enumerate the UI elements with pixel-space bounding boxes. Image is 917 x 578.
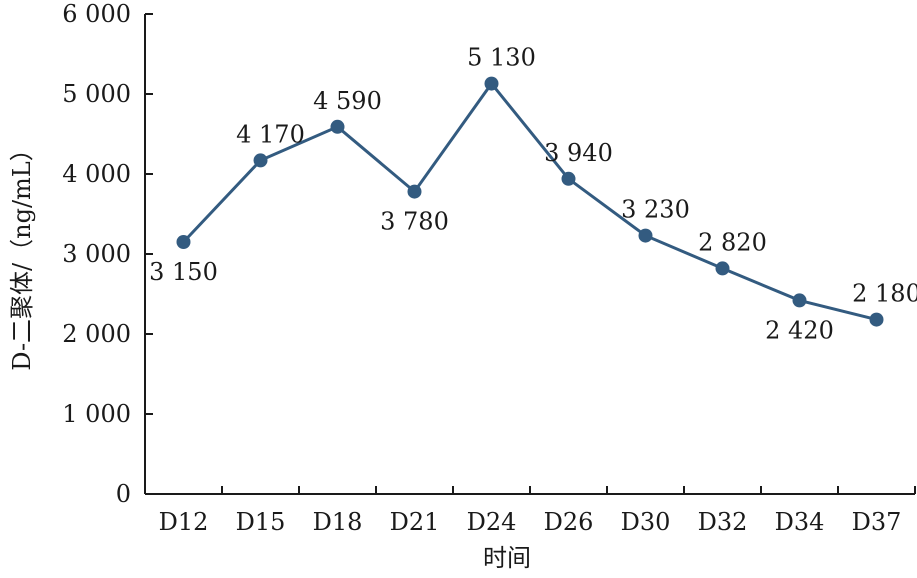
- x-axis: D12 D15 D18 D21 D24 D26 D30 D32 D34 D37: [145, 486, 916, 536]
- data-point: [330, 119, 345, 134]
- y-axis: 0 1 000 2 000 3 000 4 000 5 000 6 000: [62, 0, 153, 508]
- x-axis-ticks: D12 D15 D18 D21 D24 D26 D30 D32 D34 D37: [159, 486, 916, 536]
- data-label: 3 940: [544, 139, 613, 167]
- x-tick-label: D34: [775, 508, 825, 536]
- data-label: 4 170: [236, 120, 305, 148]
- series-group: [176, 76, 884, 327]
- x-tick-label: D32: [698, 508, 748, 536]
- data-point: [715, 261, 730, 276]
- data-label: 2 420: [765, 316, 834, 344]
- y-tick-label: 2 000: [62, 320, 131, 348]
- y-axis-title: D-二聚体/（ng/mL）: [8, 137, 36, 370]
- y-tick-label: 5 000: [62, 80, 131, 108]
- data-label: 3 230: [621, 196, 690, 224]
- data-label: 5 130: [467, 44, 536, 72]
- y-tick-label: 1 000: [62, 400, 131, 428]
- x-tick-label: D12: [159, 508, 209, 536]
- y-tick-label: 6 000: [62, 0, 131, 28]
- data-label: 2 820: [698, 228, 767, 256]
- x-tick-label: D15: [236, 508, 286, 536]
- x-axis-title: 时间: [483, 544, 531, 572]
- data-point: [253, 153, 268, 168]
- data-point: [561, 171, 576, 186]
- x-tick-label: D21: [390, 508, 440, 536]
- series-line: [182, 81, 877, 322]
- data-point: [484, 76, 499, 91]
- data-label: 4 590: [313, 87, 382, 115]
- data-point: [176, 235, 191, 249]
- y-tick-label: 0: [116, 480, 131, 508]
- data-label: 2 180: [852, 280, 917, 308]
- x-tick-label: D18: [313, 508, 363, 536]
- x-tick-label: D30: [621, 508, 671, 536]
- data-labels: 3 150 4 170 4 590 3 780 5 130 3 940 3 230 2 820…: [149, 44, 917, 345]
- data-point: [638, 228, 653, 243]
- y-tick-label: 3 000: [62, 240, 131, 268]
- x-tick-label: D26: [544, 508, 594, 536]
- data-label: 3 150: [149, 258, 218, 286]
- y-axis-ticks: 0 1 000 2 000 3 000 4 000 5 000 6 000: [62, 0, 153, 508]
- x-tick-label: D37: [852, 508, 902, 536]
- data-point: [869, 312, 884, 327]
- x-tick-label: D24: [467, 508, 517, 536]
- y-tick-label: 4 000: [62, 160, 131, 188]
- data-point: [792, 293, 807, 308]
- data-point: [407, 184, 422, 199]
- data-label: 3 780: [380, 208, 449, 236]
